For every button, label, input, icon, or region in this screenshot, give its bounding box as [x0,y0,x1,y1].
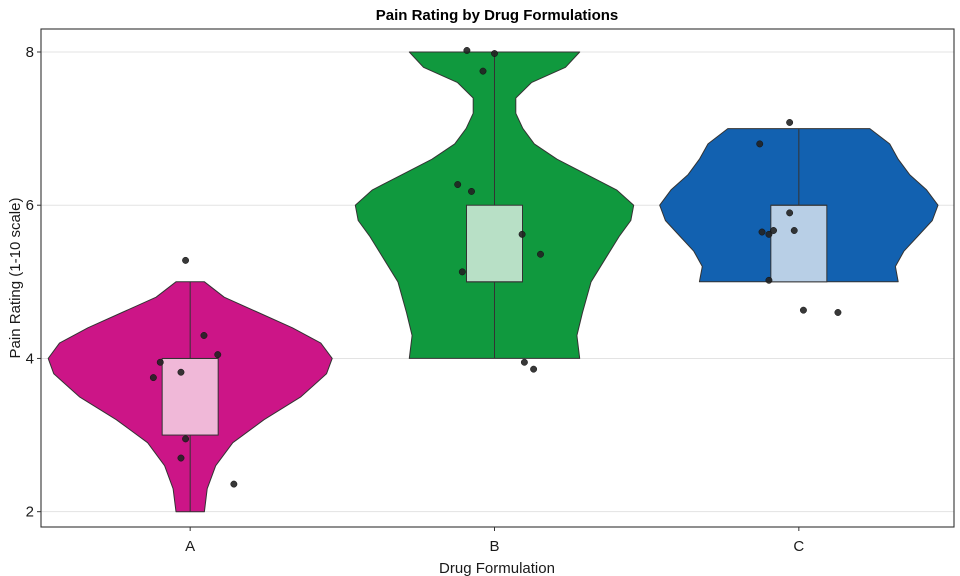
data-point [463,47,471,54]
y-tick-label: 6 [26,197,34,214]
box-C [770,204,828,283]
data-point [177,454,185,462]
data-point [518,230,526,238]
chart-title: Pain Rating by Drug Formulations [376,7,619,24]
data-point [149,374,157,382]
data-point [479,67,487,75]
data-point [799,306,807,314]
data-point [182,256,190,264]
y-tick-label: 4 [26,350,34,367]
x-tick-label: B [489,538,499,555]
data-point [756,140,764,148]
x-axis-title: Drug Formulation [439,560,555,576]
data-point [458,268,466,276]
data-point [454,181,462,188]
y-tick-label: 2 [26,504,34,521]
data-point [200,332,208,339]
data-point [786,119,794,126]
data-point [520,358,528,366]
data-point [156,358,164,366]
data-point [765,230,773,238]
box-A [161,357,219,436]
data-point [537,250,544,258]
data-point [468,187,475,195]
data-point [790,227,798,234]
data-point [834,309,842,316]
data-point [765,276,773,284]
y-axis: 2 4 6 8 [26,44,41,521]
y-axis-title: Pain Rating (1-10 scale) [7,198,24,359]
data-point [786,209,794,217]
data-point [758,228,766,236]
data-point [182,435,190,443]
data-point [214,351,222,359]
x-axis: A B C [185,527,804,555]
data-point [177,368,185,376]
data-point [230,480,238,488]
data-point [770,227,777,234]
x-tick-label: C [793,538,804,555]
plot-border [40,28,955,528]
x-tick-label: A [185,538,195,555]
box-B [466,204,523,283]
y-tick-label: 8 [26,44,34,61]
data-point [491,50,498,57]
plot-area [47,47,939,513]
data-point [530,365,538,373]
